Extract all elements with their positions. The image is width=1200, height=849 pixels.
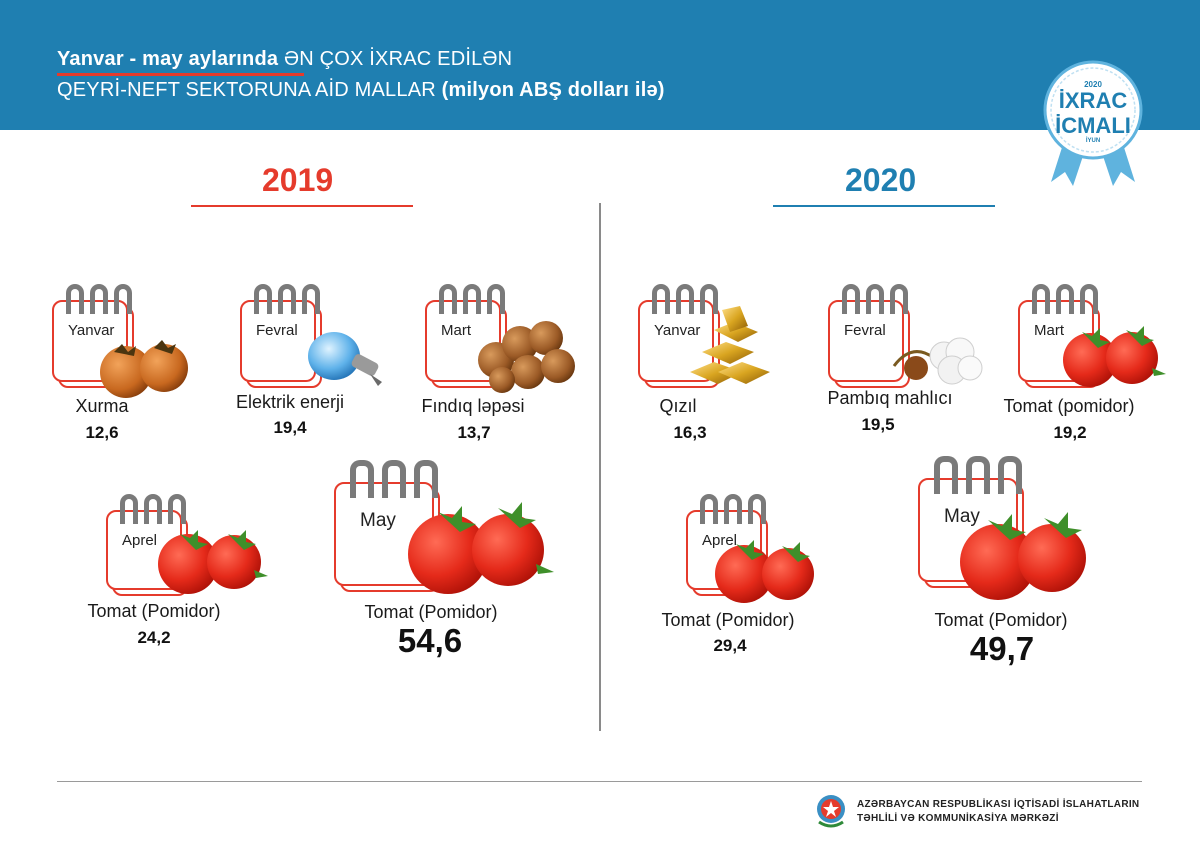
year-2020-underline (773, 205, 995, 207)
header-title-bold: Yanvar - may aylarında (57, 48, 279, 70)
value-2020-aprel: 29,4 (713, 636, 747, 655)
value-2020-fevral: 19,5 (861, 415, 895, 434)
persimmon-icon (100, 340, 188, 398)
ixrac-icmali-badge: 2020 İXRAC İCMALI İYUN (1043, 58, 1143, 186)
header-title-line-1: Yanvar - may aylarında ƏN ÇOX İXRAC EDİL… (57, 48, 512, 71)
calendar-rings-icon (439, 284, 505, 314)
value-2020-may: 49,7 (969, 630, 1035, 667)
product-2019-yanvar: Xurma (75, 396, 129, 416)
calendar-month-label: Fevral (256, 322, 298, 339)
value-2019-mart: 13,7 (457, 423, 491, 442)
header-subtitle-rest: QEYRİ-NEFT SEKTORUNA AİD MALLAR (57, 79, 442, 101)
product-2020-yanvar: Qızıl (659, 396, 697, 416)
center-divider (599, 203, 601, 731)
badge-year: 2020 (1084, 80, 1102, 89)
product-2020-mart: Tomat (pomidor) (1003, 396, 1135, 416)
calendar-month-label: Yanvar (68, 322, 115, 339)
light-bulb-icon (308, 332, 382, 386)
calendar-rings-icon (842, 284, 908, 314)
footer-org-line-1: AZƏRBAYCAN RESPUBLİKASI İQTİSADİ İSLAHAT… (857, 799, 1140, 810)
calendar-month-label: Aprel (702, 532, 738, 549)
value-2020-mart: 19,2 (1053, 423, 1087, 442)
header-title-rest: ƏN ÇOX İXRAC EDİLƏN (278, 48, 513, 70)
calendar-month-label: Fevral (844, 322, 886, 339)
tomato-icon (715, 540, 814, 603)
calendar-month-label: Mart (441, 322, 471, 339)
value-2019-fevral: 19,4 (273, 418, 307, 437)
calendar-2019-mart: Mart (425, 284, 507, 388)
tomato-icon (1063, 326, 1166, 387)
value-2020-yanvar: 16,3 (673, 423, 707, 442)
header-subtitle-bold: (milyon ABŞ dolları ilə) (441, 79, 665, 101)
product-2019-mart: Fındıq ləpəsi (421, 396, 525, 416)
state-emblem-icon (817, 795, 845, 828)
footer-org-line-2: TƏHLİLİ VƏ KOMMUNİKASİYA MƏRKƏZİ (857, 813, 1059, 824)
header-title-line-2: QEYRİ-NEFT SEKTORUNA AİD MALLAR (milyon … (57, 79, 665, 102)
product-2020-fevral: Pambıq mahlıcı (827, 388, 953, 408)
footer-divider (57, 781, 1142, 782)
year-2019-underline (191, 205, 413, 207)
calendar-rings-icon (700, 494, 766, 524)
value-2019-yanvar: 12,6 (85, 423, 119, 442)
calendar-rings-icon (652, 284, 718, 314)
year-2020-heading: 2020 (845, 162, 917, 198)
value-2019-may: 54,6 (397, 622, 463, 659)
value-2019-aprel: 24,2 (137, 628, 171, 647)
calendar-rings-icon (1032, 284, 1098, 314)
calendar-month-label: Yanvar (654, 322, 701, 339)
badge-month: İYUN (1085, 138, 1101, 144)
badge-title-1: İXRAC (1058, 88, 1128, 113)
tomato-icon-large (960, 512, 1086, 600)
year-2019-heading: 2019 (262, 162, 334, 198)
calendar-rings-icon (120, 494, 186, 524)
hazelnut-icon (478, 321, 575, 393)
product-2019-may: Tomat (Pomidor) (364, 602, 498, 622)
product-2019-aprel: Tomat (Pomidor) (87, 601, 221, 621)
calendar-2019-aprel: Aprel (106, 494, 188, 596)
calendar-month-label: Aprel (122, 532, 158, 549)
calendar-month-label: May (944, 506, 980, 527)
calendar-month-label: Mart (1034, 322, 1064, 339)
gold-bars-icon (690, 306, 770, 384)
tomato-icon (158, 530, 268, 594)
calendar-rings-icon (66, 284, 132, 314)
calendar-rings-icon (350, 460, 438, 498)
product-2020-may: Tomat (Pomidor) (934, 610, 1068, 630)
header-highlight-underline (57, 73, 304, 76)
product-2020-aprel: Tomat (Pomidor) (661, 610, 795, 630)
tomato-icon-large (408, 502, 554, 594)
badge-title-2: İCMALI (1055, 113, 1131, 138)
calendar-2020-fevral: Fevral (828, 284, 910, 388)
badge-rosette-icon (1043, 60, 1143, 186)
calendar-rings-icon (934, 456, 1022, 494)
product-2019-fevral: Elektrik enerji (235, 392, 345, 412)
calendar-rings-icon (254, 284, 320, 314)
calendar-month-label: May (360, 510, 396, 531)
cotton-icon (892, 337, 983, 385)
header-band (0, 0, 1200, 130)
calendar-2019-fevral: Fevral (240, 284, 322, 388)
